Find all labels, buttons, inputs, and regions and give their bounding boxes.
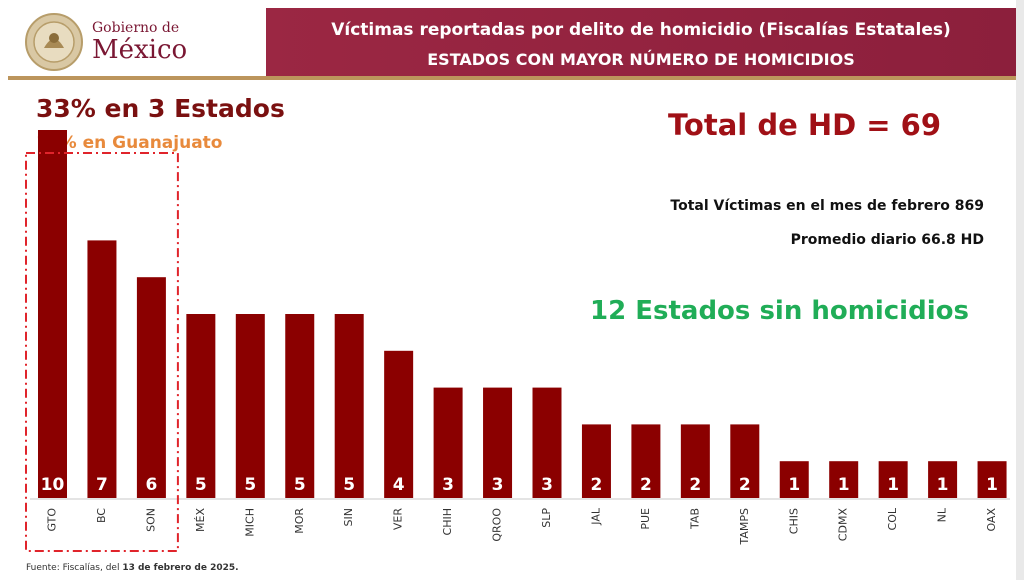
tick-label-bc: BC — [95, 508, 108, 523]
bar-chih — [433, 387, 463, 498]
tick-label-mich: MICH — [243, 508, 256, 537]
tick-label-col: COL — [886, 507, 899, 530]
page-edge — [1016, 0, 1024, 580]
value-label-cdmx: 1 — [838, 475, 850, 495]
bar-tab — [680, 424, 710, 498]
title-band: Víctimas reportadas por delito de homici… — [266, 8, 1016, 76]
bar-cdmx — [829, 461, 859, 498]
bar-nl — [928, 461, 958, 498]
bar-jal — [581, 424, 611, 498]
tick-label-qroo: QROO — [491, 508, 504, 542]
bar-sin — [334, 314, 364, 498]
value-label-son: 6 — [145, 475, 157, 495]
bar-chis — [779, 461, 809, 498]
value-label-col: 1 — [887, 475, 899, 495]
value-label-ver: 4 — [393, 475, 405, 495]
tick-label-mor: MOR — [293, 508, 306, 534]
value-label-pue: 2 — [640, 475, 652, 495]
bar-gto — [38, 130, 67, 498]
total-victims: Total Víctimas en el mes de febrero 869 — [670, 198, 984, 214]
bar-qroo — [483, 387, 513, 498]
bar-son — [136, 277, 166, 498]
bar-slp — [532, 387, 562, 498]
source-note: Fuente: Fiscalías, del 13 de febrero de … — [26, 563, 239, 573]
value-label-tab: 2 — [689, 475, 701, 495]
tick-label-tamps: TAMPS — [738, 508, 751, 546]
source-prefix: Fuente: Fiscalías, del — [26, 563, 123, 573]
value-label-nl: 1 — [937, 475, 949, 495]
tick-label-méx: MÉX — [194, 508, 207, 532]
value-label-jal: 2 — [591, 475, 603, 495]
value-label-mich: 5 — [244, 475, 256, 495]
tick-label-ver: VER — [392, 508, 405, 530]
value-label-qroo: 3 — [492, 475, 504, 495]
tick-label-chis: CHIS — [787, 508, 800, 534]
subheadline-percent: 15% en Guanajuato — [36, 133, 223, 153]
logo: Gobierno de México — [8, 8, 266, 76]
tick-label-pue: PUE — [639, 508, 652, 530]
report-title: Víctimas reportadas por delito de homici… — [331, 20, 951, 40]
bar-mor — [285, 314, 315, 498]
header: Gobierno de México Víctimas reportadas p… — [8, 8, 1016, 76]
bar-pue — [631, 424, 661, 498]
tick-label-sin: SIN — [342, 508, 355, 526]
bar-bc — [87, 240, 117, 498]
source-date: 13 de febrero de 2025. — [122, 563, 239, 573]
value-label-méx: 5 — [195, 475, 207, 495]
tick-label-gto: GTO — [46, 508, 59, 532]
value-label-sin: 5 — [343, 475, 355, 495]
bar-col — [878, 461, 908, 498]
value-label-chih: 3 — [442, 475, 454, 495]
value-label-bc: 7 — [96, 475, 108, 495]
tick-label-slp: SLP — [540, 508, 553, 528]
national-seal-icon — [25, 13, 83, 71]
value-label-gto: 10 — [41, 475, 65, 495]
chart-title: ESTADOS CON MAYOR NÚMERO DE HOMICIDIOS — [427, 50, 855, 69]
bar-tamps — [730, 424, 760, 498]
gold-divider — [8, 76, 1016, 80]
value-label-chis: 1 — [788, 475, 800, 495]
total-hd: Total de HD = 69 — [668, 108, 942, 142]
tick-label-nl: NL — [936, 507, 949, 522]
value-label-tamps: 2 — [739, 475, 751, 495]
logo-line2: México — [92, 35, 188, 65]
states-without-homicides: 12 Estados sin homicidios — [590, 296, 969, 326]
daily-average: Promedio diario 66.8 HD — [790, 232, 984, 248]
tick-label-jal: JAL — [589, 507, 602, 526]
bar-ver — [384, 350, 414, 498]
tick-label-tab: TAB — [688, 508, 701, 530]
bar-mich — [235, 314, 265, 498]
logo-line1: Gobierno de — [92, 20, 180, 36]
bar-oax — [977, 461, 1007, 498]
tick-label-son: SON — [144, 508, 157, 532]
tick-label-cdmx: CDMX — [837, 508, 850, 542]
headline-percent: 33% en 3 Estados — [36, 94, 285, 123]
tick-label-chih: CHIH — [441, 508, 454, 535]
bar-méx — [186, 314, 216, 498]
tick-label-oax: OAX — [985, 508, 998, 532]
value-label-mor: 5 — [294, 475, 306, 495]
value-label-slp: 3 — [541, 475, 553, 495]
highlight-box — [25, 152, 179, 552]
value-label-oax: 1 — [986, 475, 998, 495]
